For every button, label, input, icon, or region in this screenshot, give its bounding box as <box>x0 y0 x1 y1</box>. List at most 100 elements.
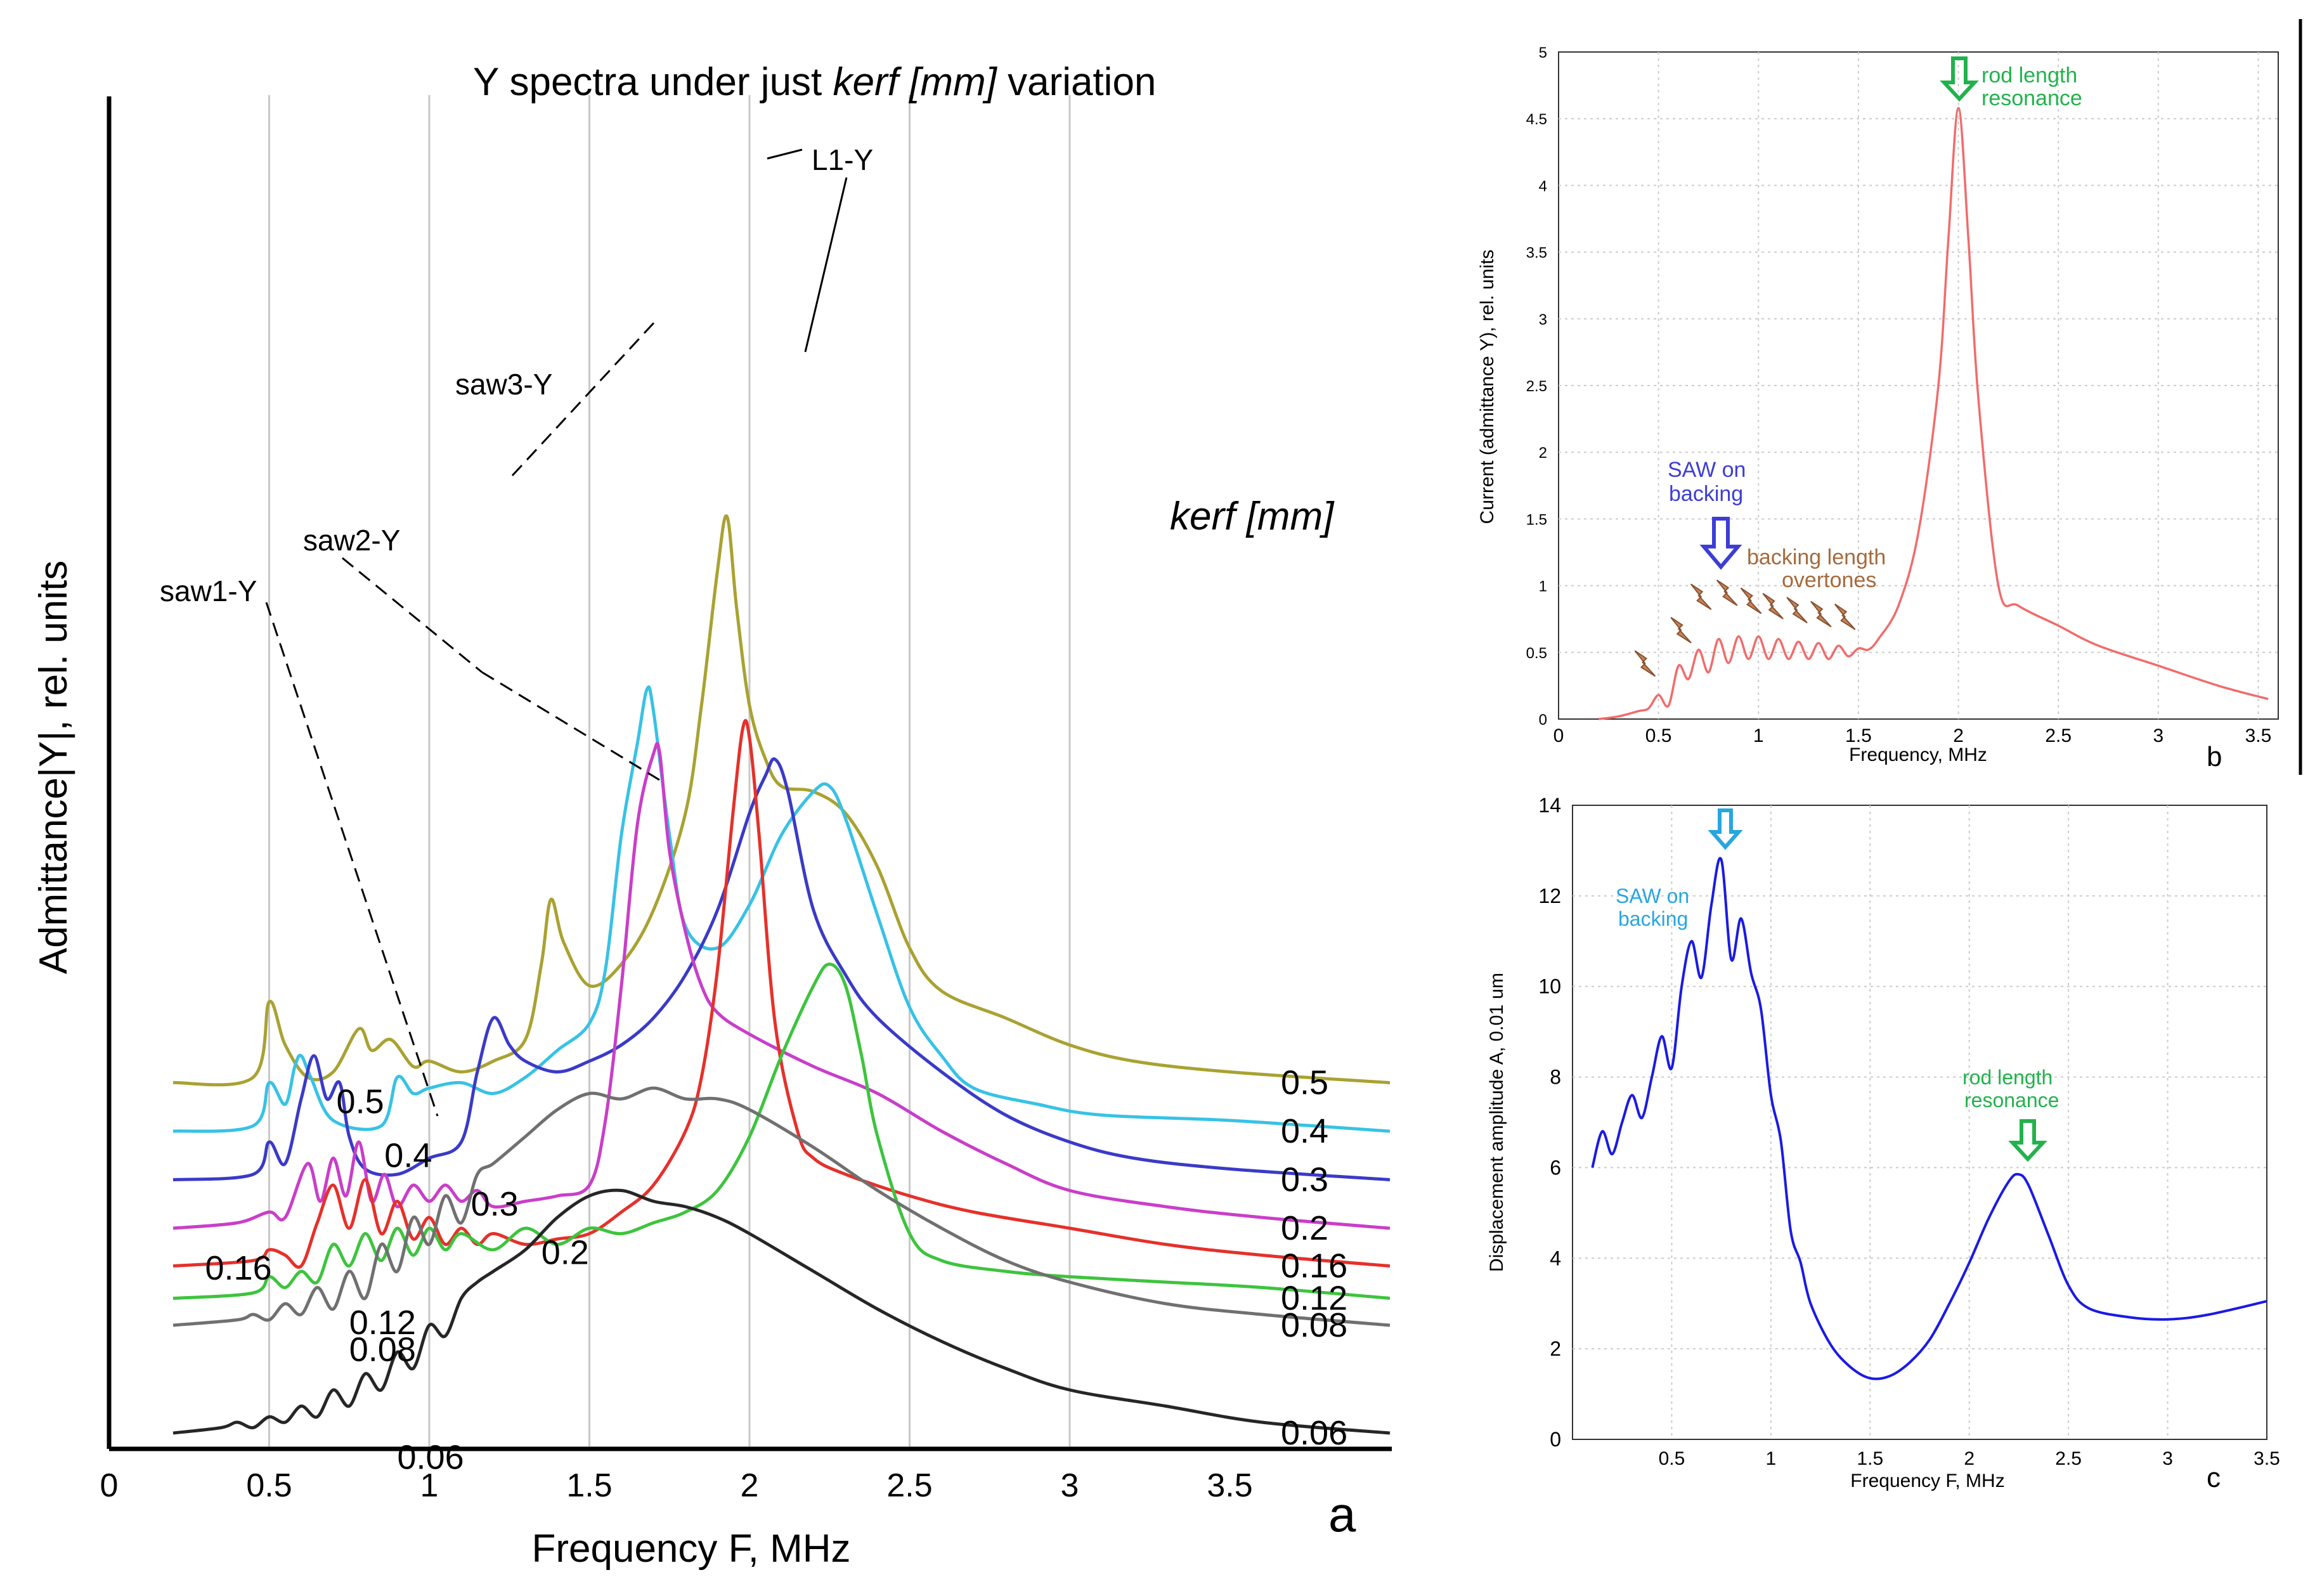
arrow-down-icon <box>1708 808 1743 850</box>
x-tick-label: 3.5 <box>2254 1448 2280 1469</box>
lightning-icon <box>1634 650 1656 677</box>
panel-c: 0.5 1 1.5 2 2.5 3 3.5 0 2 4 6 8 10 12 14 Frequency F, … <box>1486 794 2280 1493</box>
lightning-icon <box>1786 597 1808 624</box>
series-line-current <box>1598 107 2269 720</box>
series-line-kerf-0.5 <box>172 514 1391 1087</box>
series-line-kerf-0.08 <box>172 1086 1391 1327</box>
panel-c-y-label: Displacement amplitude A, 0.01 um <box>1486 973 1507 1272</box>
panel-a: 0 0.5 1 1.5 2 2.5 3 3.5 Y spectra under just ke… <box>32 60 1392 1571</box>
panel-c-frame <box>1572 805 2267 1440</box>
y-tick-label: 1 <box>1539 578 1547 595</box>
panel-c-series <box>1591 857 2267 1380</box>
panel-a-right-labels: 0.5 0.4 0.3 0.20.160.120.08 0.06 <box>1281 1064 1347 1453</box>
inline-label-kerf-0.16: 0.16 <box>205 1249 272 1287</box>
b-annot-resonance: resonance <box>1981 86 2082 110</box>
series-label-kerf-0.3: 0.3 <box>1281 1161 1328 1199</box>
b-annot-saw-on: SAW on <box>1668 458 1746 482</box>
panel-a-x-ticks: 0 0.5 1 1.5 2 2.5 3 3.5 <box>100 1467 1253 1504</box>
panel-b: 0 0.5 1 1.5 2 2.5 3 3.5 0 0.5 1 1.5 2 2.5 3 3.5 4 4.5 5 Fr… <box>1477 19 2302 775</box>
x-tick-label: 1.5 <box>566 1467 612 1504</box>
panel-a-legend-title: kerf [mm] <box>1170 495 1335 538</box>
series-line-kerf-0.12 <box>172 963 1391 1300</box>
x-tick-label: 1 <box>1766 1448 1777 1469</box>
panel-a-inline-labels: 0.50.4 0.3 0.2 0.16 0.120.08 0.06 <box>205 1083 589 1477</box>
y-tick-label: 14 <box>1538 794 1561 817</box>
series-label-kerf-0.06: 0.06 <box>1281 1414 1347 1452</box>
x-tick-label: 3.5 <box>2245 725 2272 746</box>
l1-pointer-2 <box>804 177 848 353</box>
lightning-icon <box>1670 616 1692 644</box>
panel-c-letter: c <box>2207 1462 2221 1493</box>
b-annot-rod-length: rod length <box>1981 63 2077 88</box>
c-annot-saw-on: SAW on <box>1616 885 1689 907</box>
y-tick-label: 2 <box>1539 444 1547 462</box>
panel-a-title: Y spectra under just kerf [mm] variation <box>473 60 1156 104</box>
saw3-guide-line <box>511 319 658 477</box>
x-tick-label: 3 <box>2162 1448 2173 1469</box>
x-tick-label: 2 <box>1953 725 1964 746</box>
panel-b-y-label: Current (admittance Y), rel. units <box>1477 250 1498 524</box>
series-line-kerf-0.4 <box>172 685 1391 1133</box>
y-tick-label: 1.5 <box>1526 511 1547 528</box>
x-tick-label: 0.5 <box>1645 725 1672 746</box>
saw2-guide-line <box>342 557 483 673</box>
panel-b-grid <box>1559 52 2278 719</box>
y-tick-label: 0 <box>1539 711 1547 729</box>
panel-a-letter: a <box>1328 1486 1356 1542</box>
x-tick-label: 2 <box>741 1467 759 1504</box>
x-tick-label: 0 <box>1553 725 1564 746</box>
annotation-saw3-y: saw3-Y <box>455 368 552 401</box>
series-line-kerf-0.3 <box>172 757 1391 1181</box>
series-line-kerf-0.2 <box>172 742 1391 1230</box>
panel-c-ticks: 0.5 1 1.5 2 2.5 3 3.5 0 2 4 6 8 10 12 14 <box>1538 794 2280 1469</box>
inline-label-kerf-0.08: 0.08 <box>349 1331 416 1369</box>
x-tick-label: 0.5 <box>1659 1448 1685 1469</box>
inline-label-kerf-0.3: 0.3 <box>471 1185 519 1223</box>
y-tick-label: 3 <box>1539 311 1547 328</box>
x-tick-label: 1 <box>1753 725 1764 746</box>
arrow-down-icon <box>1699 517 1742 570</box>
panel-a-grid <box>268 95 1071 1447</box>
lightning-icon <box>1810 600 1832 628</box>
panel-b-letter: b <box>2207 741 2222 772</box>
annotation-l1-y: L1-Y <box>812 143 873 176</box>
series-label-kerf-0.2: 0.2 <box>1281 1209 1328 1247</box>
c-annot-resonance: resonance <box>1964 1089 2059 1112</box>
series-line-kerf-0.06 <box>172 1188 1391 1435</box>
x-tick-label: 2 <box>1964 1448 1975 1469</box>
c-annot-rod-length: rod length <box>1962 1066 2053 1089</box>
x-tick-label: 1.5 <box>1845 725 1872 746</box>
panel-b-series <box>1598 107 2269 720</box>
y-tick-label: 4 <box>1550 1247 1561 1269</box>
panel-c-grid <box>1573 805 2267 1439</box>
inline-label-kerf-0.5: 0.5 <box>337 1083 384 1121</box>
panel-b-ticks: 0 0.5 1 1.5 2 2.5 3 3.5 0 0.5 1 1.5 2 2.5 3 3.5 4 4.5 5 <box>1526 44 2272 746</box>
y-tick-label: 10 <box>1538 975 1561 998</box>
y-tick-label: 6 <box>1550 1156 1561 1179</box>
y-tick-label: 0.5 <box>1526 645 1547 662</box>
b-annot-backing: backing <box>1669 482 1743 506</box>
annotation-saw1-y: saw1-Y <box>160 574 257 607</box>
y-tick-label: 4.5 <box>1526 111 1547 128</box>
y-tick-label: 0 <box>1550 1428 1561 1451</box>
y-tick-label: 2.5 <box>1526 378 1547 395</box>
b-overtone-markers <box>1634 580 1856 677</box>
series-label-kerf-0.4: 0.4 <box>1281 1112 1328 1150</box>
x-tick-label: 0.5 <box>246 1467 292 1504</box>
panel-b-x-label: Frequency, MHz <box>1849 744 1987 765</box>
arrow-down-icon <box>1940 56 1979 102</box>
x-tick-label: 2.5 <box>2045 725 2072 746</box>
y-tick-label: 4 <box>1539 178 1547 195</box>
inline-label-kerf-0.2: 0.2 <box>542 1234 589 1272</box>
panel-a-y-label: Admittance|Y|, rel. units <box>32 561 75 974</box>
c-annot-backing: backing <box>1618 907 1688 930</box>
lightning-icon <box>1740 587 1762 614</box>
x-tick-label: 2.5 <box>886 1467 932 1504</box>
x-tick-label: 3.5 <box>1207 1467 1252 1504</box>
y-tick-label: 12 <box>1538 885 1561 907</box>
series-label-kerf-0.08: 0.08 <box>1281 1306 1347 1344</box>
y-tick-label: 8 <box>1550 1066 1561 1089</box>
x-tick-label: 1.5 <box>1857 1448 1883 1469</box>
y-tick-label: 2 <box>1550 1337 1561 1360</box>
